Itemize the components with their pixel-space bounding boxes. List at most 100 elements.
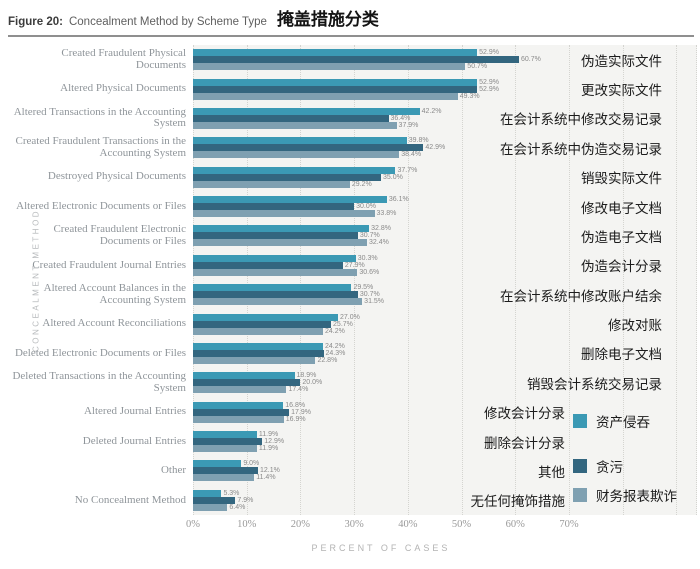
bar-fill	[193, 320, 332, 328]
bar-fill	[193, 431, 257, 439]
row-label-chinese: 伪造会计分录	[581, 259, 662, 275]
bar-fill	[193, 313, 339, 321]
bar-fill	[193, 327, 323, 335]
x-tick-label: 10%	[237, 519, 257, 530]
bar-value-label: 24.3%	[325, 349, 346, 357]
bar-fill	[193, 401, 284, 409]
bar-value-label: 9.0%	[243, 460, 260, 468]
bar-fill	[193, 372, 295, 380]
bar-fill	[193, 467, 258, 475]
bar-fill	[193, 291, 358, 299]
bar-value-label: 42.2%	[421, 107, 442, 115]
figure-number-label: Figure 20:	[8, 16, 63, 28]
row-label-english: Altered Transactions in the Accounting S…	[13, 105, 186, 130]
bar-fill	[193, 203, 355, 211]
bar-value-label: 52.9%	[479, 78, 499, 86]
row-label-chinese: 删除会计分录	[484, 435, 565, 451]
bar-fill	[193, 210, 375, 218]
bar-value-label: 31.5%	[364, 298, 385, 306]
row-label-english: Created Fraudulent Journal Entries	[32, 258, 186, 271]
x-tick-label: 40%	[398, 519, 418, 530]
row-label-english: Altered Electronic Documents or Files	[16, 199, 186, 212]
row-label-english: Deleted Journal Entries	[82, 434, 186, 447]
gridline	[568, 45, 570, 515]
bar-fill	[193, 356, 316, 364]
bar-fill	[193, 474, 255, 482]
bar-fill	[193, 415, 284, 423]
bar-fill	[193, 63, 466, 71]
bar-value-label: 36.1%	[388, 196, 409, 204]
row-label-chinese: 伪造实际文件	[581, 53, 662, 69]
bar-value-label: 18.9%	[296, 372, 317, 380]
legend-item-贪污: 贪污	[573, 456, 677, 476]
row-label-chinese: 无任何掩饰措施	[470, 494, 566, 510]
bar-fill	[193, 121, 397, 129]
bar-fill	[193, 180, 350, 188]
bar-value-label: 39.8%	[408, 137, 429, 145]
bar-fill	[193, 445, 257, 453]
row-label-english: Altered Account Balances in the Accounti…	[43, 282, 186, 306]
bar-fill	[193, 386, 287, 394]
bar-fill	[193, 173, 381, 181]
row-label-chinese: 销毁会计系统交易记录	[527, 376, 662, 392]
row-label-chinese: 伪造电子文档	[581, 229, 662, 245]
bar-value-label: 30.6%	[359, 268, 380, 276]
row-label-english: Deleted Transactions in the Accounting S…	[12, 370, 186, 394]
bar-fill	[193, 232, 358, 240]
bar-value-label: 12.1%	[259, 467, 280, 475]
bar-fill	[193, 196, 387, 204]
bar-fill	[193, 85, 478, 93]
bar-value-label: 32.4%	[369, 239, 389, 247]
bar-value-label: 6.4%	[229, 503, 246, 511]
bar-fill	[193, 349, 324, 357]
bar-fill	[193, 92, 458, 100]
row-label-english: Other	[160, 464, 186, 477]
gridline	[407, 45, 409, 515]
bar-value-label: 32.8%	[371, 225, 392, 233]
x-tick-label: 70%	[559, 519, 579, 530]
bar-value-label: 11.9%	[258, 431, 279, 439]
bar-value-label: 37.9%	[398, 121, 419, 129]
figure-title-english: Concealment Method by Scheme Type	[68, 16, 267, 28]
bar-fill	[193, 261, 343, 269]
bar-value-label: 17.9%	[291, 408, 311, 416]
bar-value-label: 52.9%	[479, 49, 499, 57]
bar-chart: CONCEALMENT METHOD 52.9% 60.7% 50.7% 伪造实际文件…	[0, 45, 700, 569]
bar-fill	[193, 239, 368, 247]
legend-swatch-icon	[573, 488, 587, 502]
bar-value-label: 37.7%	[397, 166, 418, 174]
bar-fill	[193, 284, 352, 292]
row-label-chinese: 删除电子文档	[581, 347, 662, 363]
row-label-chinese: 在会计系统中伪造交易记录	[500, 141, 662, 157]
gridline	[461, 45, 463, 515]
bar-fill	[193, 298, 363, 306]
bar-value-label: 36.4%	[390, 114, 411, 122]
bar-value-label: 5.3%	[223, 489, 240, 497]
gridline	[515, 45, 517, 515]
bar-value-label: 20.0%	[302, 379, 323, 387]
row-label-english: Deleted Electronic Documents or Files	[14, 346, 186, 359]
bar-value-label: 38.4%	[401, 151, 422, 159]
bar-value-label: 12.9%	[264, 438, 285, 446]
bar-value-label: 35.0%	[382, 173, 403, 181]
bar-value-label: 7.9%	[237, 496, 254, 504]
gridline	[696, 45, 697, 515]
bar-value-label: 49.3%	[459, 92, 480, 100]
row-label-english: Created Fraudulent Transactions in the A…	[15, 135, 186, 159]
bar-fill	[193, 151, 400, 159]
gridline	[622, 45, 624, 515]
bar-value-label: 30.3%	[357, 254, 378, 262]
legend-label: 财务报表欺诈	[596, 489, 677, 504]
row-label-english: Altered Account Reconciliations	[42, 317, 186, 330]
bar-fill	[193, 254, 356, 262]
bar-value-label: 29.5%	[353, 284, 374, 292]
bar-value-label: 11.4%	[256, 474, 276, 482]
bar-value-label: 11.9%	[258, 445, 279, 453]
bar-value-label: 24.2%	[324, 327, 345, 335]
row-label-chinese: 在会计系统中修改账户结余	[500, 288, 662, 304]
row-label-chinese: 其他	[538, 464, 565, 480]
x-tick-label: 50%	[451, 519, 472, 530]
row-label-chinese: 更改实际文件	[581, 83, 662, 99]
row-label-english: Destroyed Physical Documents	[47, 170, 186, 183]
